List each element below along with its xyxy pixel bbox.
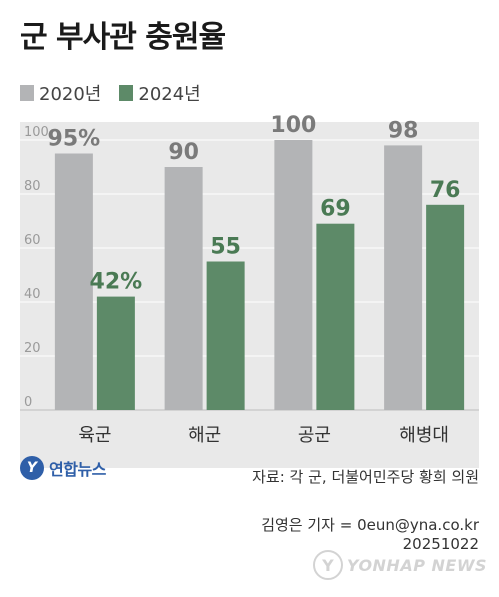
legend-item-2020: 2020년 — [20, 80, 101, 106]
legend-swatch-2020 — [20, 85, 34, 101]
bar — [164, 167, 203, 410]
y-tick-label: 0 — [24, 395, 32, 410]
x-tick-label: 해군 — [188, 425, 221, 446]
yonhap-logo-icon: Y — [20, 456, 44, 480]
data-label: 69 — [320, 197, 351, 222]
legend-label-2024: 2024년 — [138, 84, 201, 105]
legend: 2020년 2024년 — [20, 80, 219, 106]
source-text: 자료: 각 군, 더불어민주당 황희 의원 — [252, 468, 479, 486]
data-label: 42% — [90, 270, 143, 295]
date-text: 20251022 — [402, 535, 479, 553]
x-tick-label: 공군 — [298, 425, 331, 446]
credit-text: 김영은 기자 = 0eun@yna.co.kr — [261, 516, 479, 534]
legend-swatch-2024 — [119, 85, 134, 101]
data-label: 98 — [388, 118, 419, 143]
yonhap-logo: Y 연합뉴스 — [20, 456, 106, 480]
bar — [96, 296, 135, 410]
y-tick-label: 60 — [24, 233, 41, 248]
data-label: 95% — [48, 127, 101, 152]
y-tick-label: 100 — [24, 125, 49, 140]
legend-label-2020: 2020년 — [39, 84, 102, 105]
y-tick-label: 20 — [24, 341, 41, 356]
y-tick-label: 80 — [24, 179, 41, 194]
x-tick-label: 육군 — [78, 425, 111, 446]
y-tick-label: 40 — [24, 287, 41, 302]
watermark-text: YONHAP NEWS — [346, 555, 487, 575]
bar — [384, 145, 423, 410]
watermark-logo-icon: Y — [312, 550, 343, 580]
bar — [316, 223, 355, 410]
bar — [274, 140, 313, 410]
logo-text: 연합뉴스 — [49, 460, 106, 479]
watermark: Y YONHAP NEWS — [312, 550, 487, 580]
data-label: 90 — [168, 140, 199, 165]
legend-item-2024: 2024년 — [119, 80, 201, 106]
chart-title: 군 부사관 충원율 — [20, 20, 226, 55]
data-label: 100 — [270, 113, 316, 138]
bar — [426, 204, 465, 410]
x-tick-label: 해병대 — [399, 425, 449, 446]
data-label: 55 — [210, 235, 241, 260]
data-label: 76 — [430, 178, 461, 203]
bar — [206, 261, 245, 410]
bar — [54, 153, 93, 410]
